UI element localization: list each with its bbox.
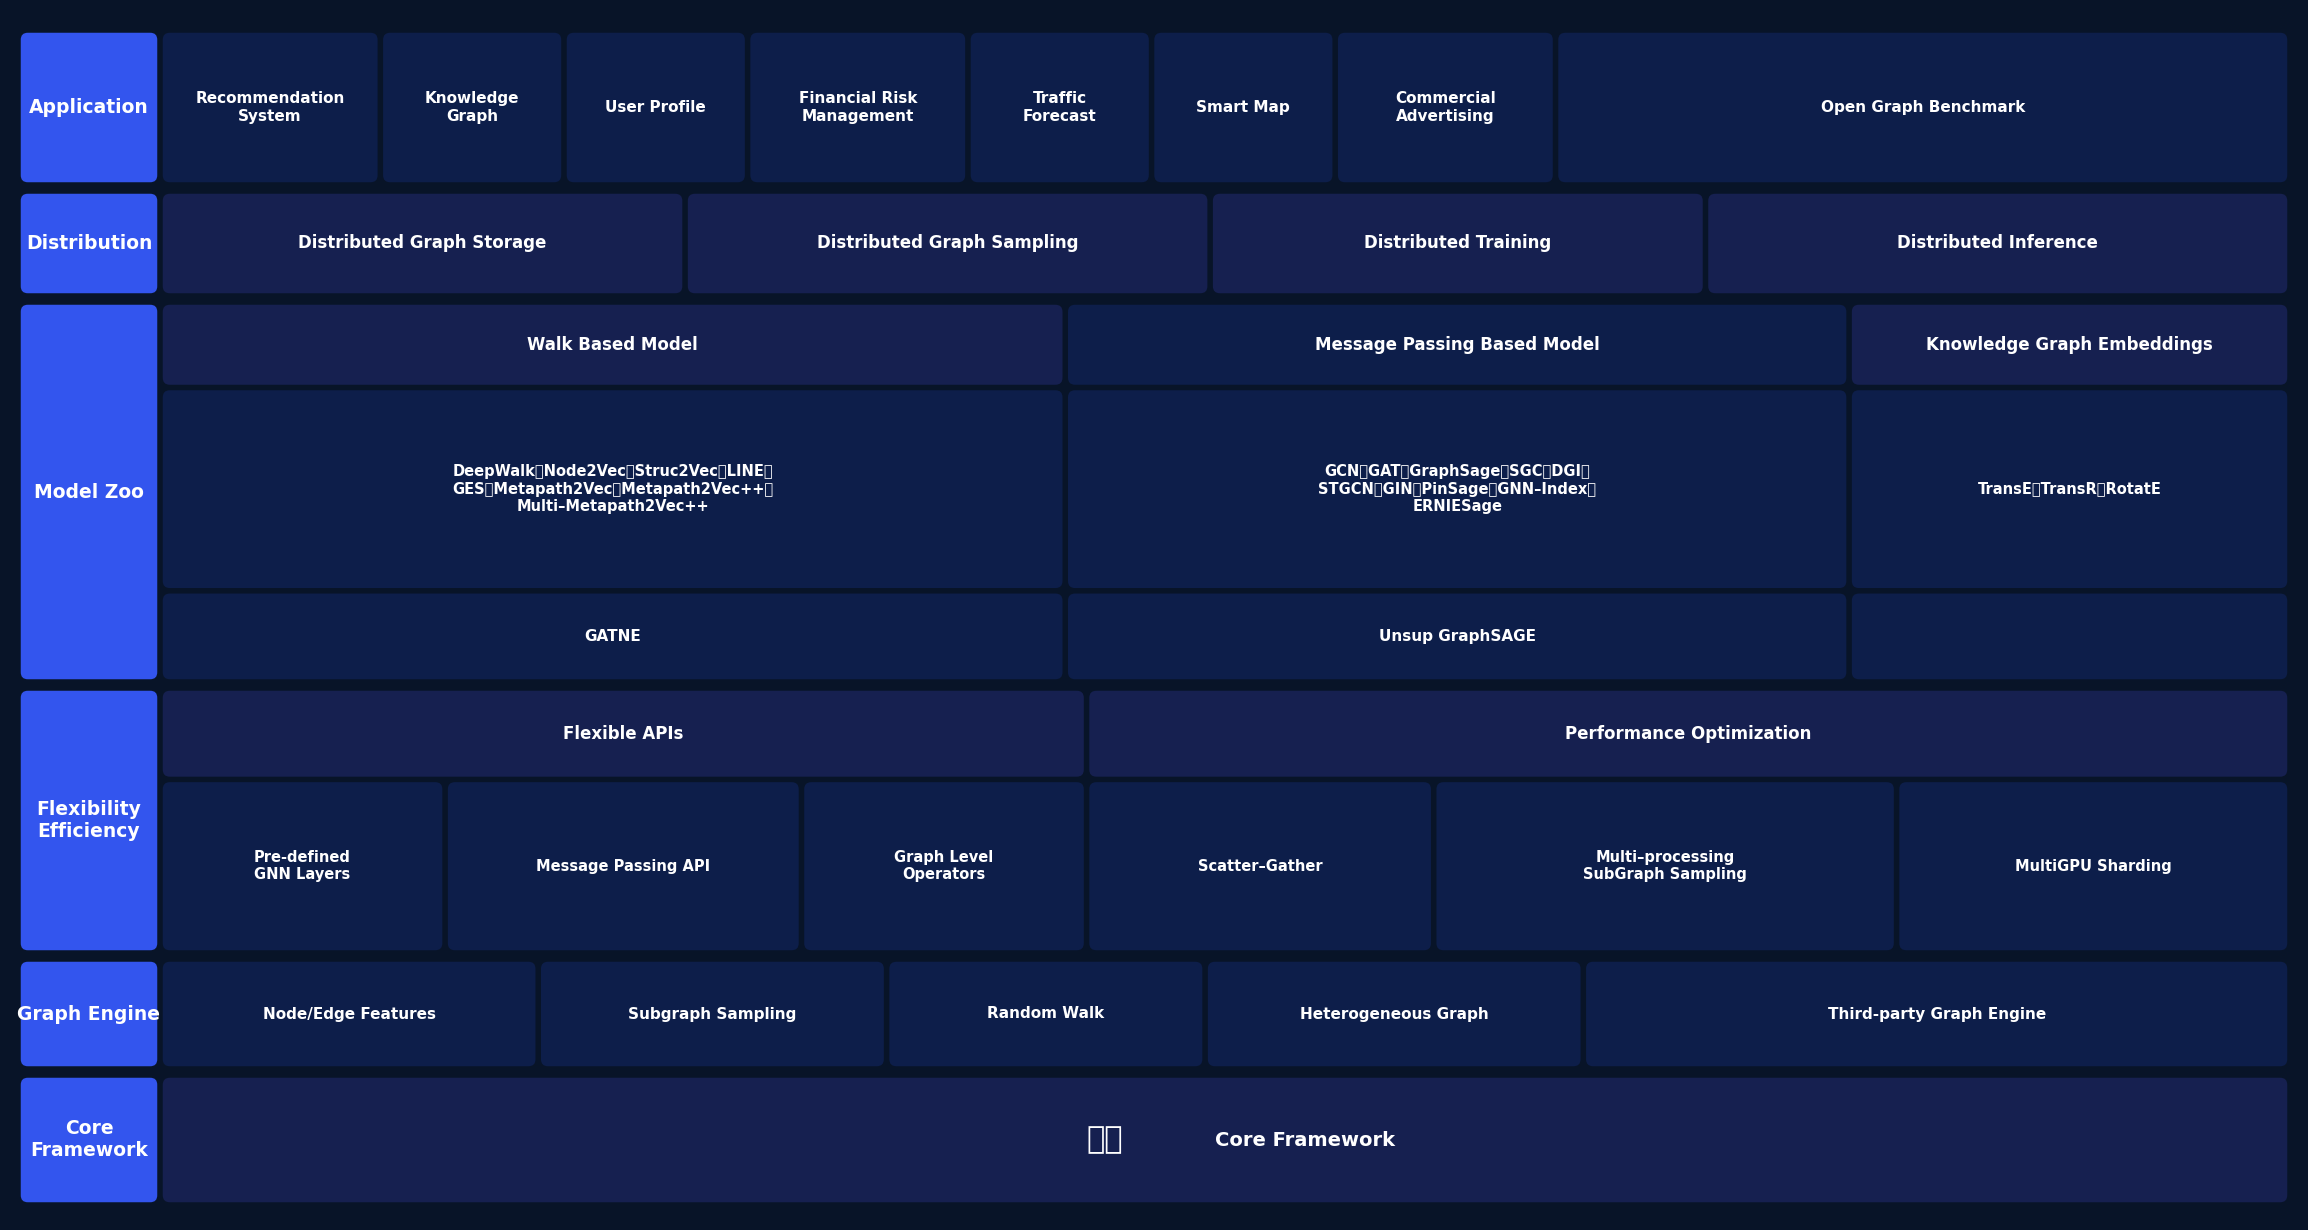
FancyBboxPatch shape bbox=[164, 194, 683, 293]
FancyBboxPatch shape bbox=[164, 33, 379, 182]
FancyBboxPatch shape bbox=[21, 194, 157, 293]
Text: Distribution: Distribution bbox=[25, 234, 152, 253]
FancyBboxPatch shape bbox=[1436, 782, 1895, 951]
FancyBboxPatch shape bbox=[1207, 962, 1581, 1066]
FancyBboxPatch shape bbox=[21, 1077, 157, 1202]
FancyBboxPatch shape bbox=[1586, 962, 2287, 1066]
Text: Flexible APIs: Flexible APIs bbox=[563, 724, 683, 743]
Text: TransE、TransR、RotatE: TransE、TransR、RotatE bbox=[1978, 482, 2163, 497]
Text: Smart Map: Smart Map bbox=[1196, 100, 1290, 114]
FancyBboxPatch shape bbox=[164, 390, 1062, 588]
Text: Node/Edge Features: Node/Edge Features bbox=[263, 1006, 436, 1021]
FancyBboxPatch shape bbox=[21, 305, 157, 679]
FancyBboxPatch shape bbox=[972, 33, 1149, 182]
FancyBboxPatch shape bbox=[21, 33, 157, 182]
Text: Financial Risk
Management: Financial Risk Management bbox=[799, 91, 916, 124]
Text: Unsup GraphSAGE: Unsup GraphSAGE bbox=[1378, 629, 1535, 643]
Text: Distributed Graph Storage: Distributed Graph Storage bbox=[298, 235, 547, 252]
Text: Application: Application bbox=[30, 98, 150, 117]
FancyBboxPatch shape bbox=[164, 782, 443, 951]
FancyBboxPatch shape bbox=[1069, 594, 1846, 679]
FancyBboxPatch shape bbox=[1339, 33, 1553, 182]
Text: Performance Optimization: Performance Optimization bbox=[1565, 724, 1812, 743]
FancyBboxPatch shape bbox=[1069, 390, 1846, 588]
Text: Core
Framework: Core Framework bbox=[30, 1119, 148, 1160]
Text: Graph Level
Operators: Graph Level Operators bbox=[896, 850, 995, 882]
Text: Commercial
Advertising: Commercial Advertising bbox=[1394, 91, 1496, 124]
FancyBboxPatch shape bbox=[21, 691, 157, 951]
Text: Model Zoo: Model Zoo bbox=[35, 482, 143, 502]
Text: Random Walk: Random Walk bbox=[988, 1006, 1106, 1021]
Text: Graph Engine: Graph Engine bbox=[18, 1005, 162, 1023]
FancyBboxPatch shape bbox=[1089, 782, 1431, 951]
Text: Scatter–Gather: Scatter–Gather bbox=[1198, 859, 1322, 873]
FancyBboxPatch shape bbox=[383, 33, 561, 182]
FancyBboxPatch shape bbox=[540, 962, 884, 1066]
FancyBboxPatch shape bbox=[1851, 305, 2287, 385]
FancyBboxPatch shape bbox=[21, 962, 157, 1066]
Text: Subgraph Sampling: Subgraph Sampling bbox=[628, 1006, 796, 1021]
FancyBboxPatch shape bbox=[889, 962, 1202, 1066]
Text: Open Graph Benchmark: Open Graph Benchmark bbox=[1821, 100, 2024, 114]
Text: Flexibility
Efficiency: Flexibility Efficiency bbox=[37, 800, 141, 841]
Text: Message Passing API: Message Passing API bbox=[535, 859, 711, 873]
Text: Knowledge Graph Embeddings: Knowledge Graph Embeddings bbox=[1927, 336, 2213, 354]
Text: Distributed Training: Distributed Training bbox=[1364, 235, 1551, 252]
FancyBboxPatch shape bbox=[803, 782, 1085, 951]
Text: Third-party Graph Engine: Third-party Graph Engine bbox=[1828, 1006, 2045, 1021]
FancyBboxPatch shape bbox=[1851, 390, 2287, 588]
Text: 飞桨: 飞桨 bbox=[1087, 1125, 1124, 1155]
Text: Recommendation
System: Recommendation System bbox=[196, 91, 344, 124]
Text: Traffic
Forecast: Traffic Forecast bbox=[1022, 91, 1096, 124]
FancyBboxPatch shape bbox=[1558, 33, 2287, 182]
Text: Distributed Inference: Distributed Inference bbox=[1897, 235, 2098, 252]
Text: Core Framework: Core Framework bbox=[1214, 1130, 1394, 1150]
Text: Distributed Graph Sampling: Distributed Graph Sampling bbox=[817, 235, 1078, 252]
Text: Message Passing Based Model: Message Passing Based Model bbox=[1316, 336, 1599, 354]
Text: Walk Based Model: Walk Based Model bbox=[526, 336, 697, 354]
FancyBboxPatch shape bbox=[164, 691, 1085, 776]
FancyBboxPatch shape bbox=[1708, 194, 2287, 293]
FancyBboxPatch shape bbox=[164, 1077, 2287, 1202]
FancyBboxPatch shape bbox=[1154, 33, 1332, 182]
Text: GATNE: GATNE bbox=[584, 629, 642, 643]
FancyBboxPatch shape bbox=[1089, 691, 2287, 776]
Text: Heterogeneous Graph: Heterogeneous Graph bbox=[1299, 1006, 1489, 1021]
Text: MultiGPU Sharding: MultiGPU Sharding bbox=[2015, 859, 2172, 873]
Text: DeepWalk、Node2Vec、Struc2Vec、LINE、
GES、Metapath2Vec、Metapath2Vec++、
Multi–Metapat: DeepWalk、Node2Vec、Struc2Vec、LINE、 GES、Me… bbox=[452, 464, 773, 514]
Text: GCN、GAT、GraphSage、SGC、DGI、
STGCN、GIN、PinSage、GNN–Index、
ERNIESage: GCN、GAT、GraphSage、SGC、DGI、 STGCN、GIN、Pin… bbox=[1318, 464, 1597, 514]
FancyBboxPatch shape bbox=[1214, 194, 1703, 293]
FancyBboxPatch shape bbox=[1899, 782, 2287, 951]
Text: Pre-defined
GNN Layers: Pre-defined GNN Layers bbox=[254, 850, 351, 882]
FancyBboxPatch shape bbox=[164, 594, 1062, 679]
FancyBboxPatch shape bbox=[164, 305, 1062, 385]
Text: Multi–processing
SubGraph Sampling: Multi–processing SubGraph Sampling bbox=[1583, 850, 1747, 882]
FancyBboxPatch shape bbox=[164, 962, 535, 1066]
FancyBboxPatch shape bbox=[568, 33, 745, 182]
Text: User Profile: User Profile bbox=[605, 100, 706, 114]
FancyBboxPatch shape bbox=[1851, 594, 2287, 679]
FancyBboxPatch shape bbox=[750, 33, 965, 182]
Text: Knowledge
Graph: Knowledge Graph bbox=[425, 91, 519, 124]
FancyBboxPatch shape bbox=[448, 782, 799, 951]
FancyBboxPatch shape bbox=[688, 194, 1207, 293]
FancyBboxPatch shape bbox=[1069, 305, 1846, 385]
